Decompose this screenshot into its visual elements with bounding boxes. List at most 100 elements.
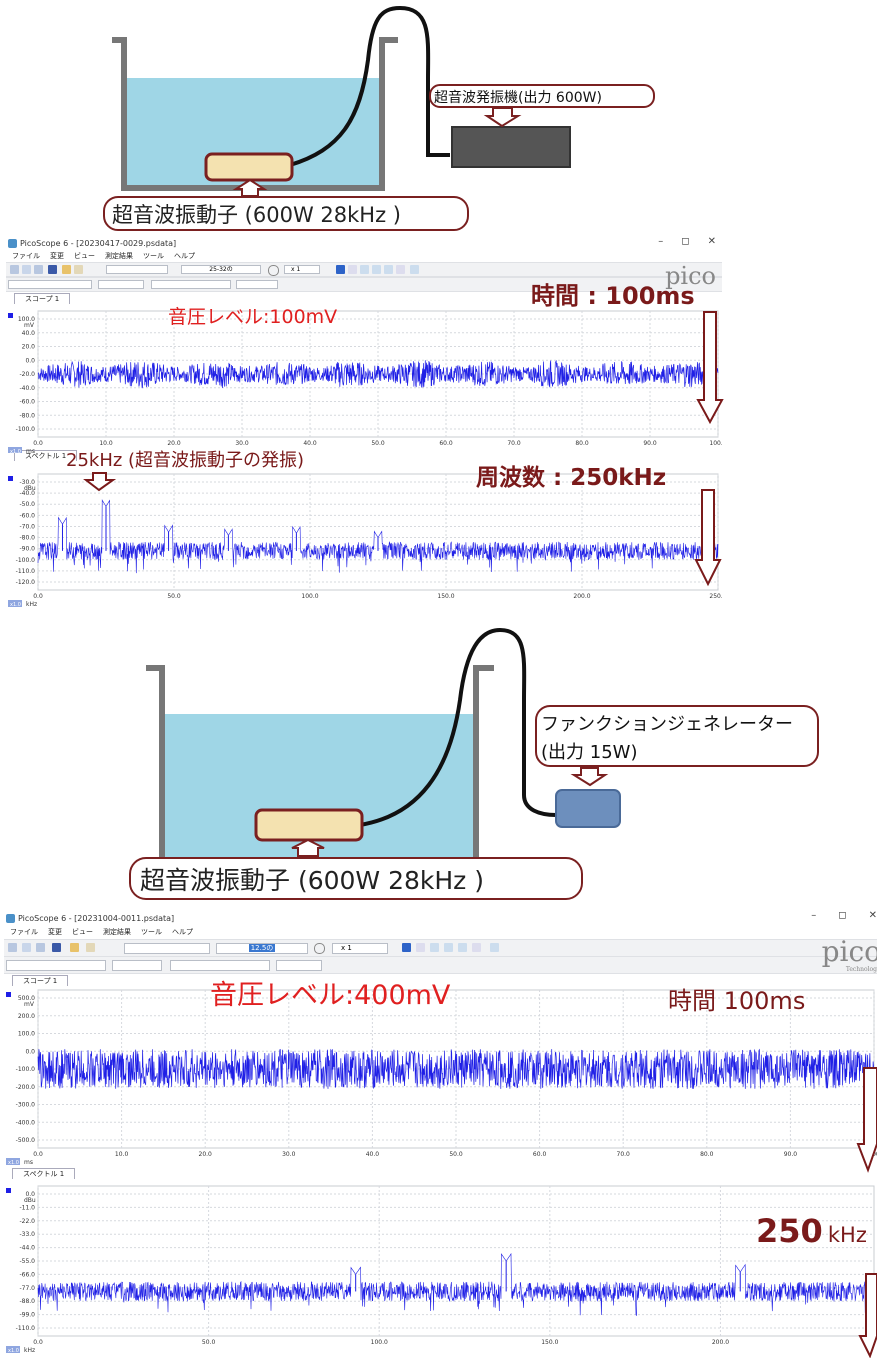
undo-zoom-icon[interactable]	[396, 265, 405, 274]
zoom-field[interactable]: x 1	[284, 265, 320, 274]
scope-1-xtick-label: 10.0	[99, 440, 113, 447]
scope-2-unit-label: mV	[24, 1001, 35, 1008]
scope-2-ytick-label: -300.0	[16, 1102, 36, 1109]
channel-a-coupling[interactable]	[98, 280, 144, 289]
zoom-out-icon-2[interactable]	[444, 943, 453, 952]
minimize-button[interactable]: –	[658, 236, 664, 247]
spectrum-active-icon-2[interactable]	[52, 943, 61, 952]
scope-1-xtick-label: 80.0	[575, 440, 589, 447]
scope-1-xtick-label: 30.0	[235, 440, 249, 447]
spectrum-mode-icon-2[interactable]	[36, 943, 45, 952]
spectrum-2-scale-badge-label: x1.0	[8, 1348, 19, 1354]
pointer-tool-icon[interactable]	[336, 265, 345, 274]
toolbar-2-2	[4, 956, 877, 974]
scope-mode-icon[interactable]	[10, 265, 19, 274]
menu-tools-2[interactable]: ツール	[141, 928, 162, 936]
zoom-in-icon[interactable]	[360, 265, 369, 274]
menu-help-2[interactable]: ヘルプ	[172, 928, 193, 936]
timebase-select-2[interactable]	[124, 943, 210, 954]
pico-logo-sub-2: Technolog	[845, 966, 877, 973]
timebase-value: 25-32の	[209, 266, 233, 273]
persistence-mode-icon-2[interactable]	[22, 943, 31, 952]
toolbar-2	[6, 277, 722, 292]
spectrum-2-ytick-label: -22.0	[19, 1218, 35, 1225]
close-button[interactable]: ✕	[707, 236, 716, 247]
zoom-overview-icon-2[interactable]	[490, 943, 499, 952]
channel-a-coupling-2[interactable]	[112, 960, 162, 971]
spectrum-2-ytick-label: 0.0	[25, 1191, 35, 1198]
spectrum-active-icon[interactable]	[48, 265, 57, 274]
tab-scope-1[interactable]: スコープ 1	[14, 293, 71, 304]
menu-measurements[interactable]: 測定結果	[105, 251, 133, 260]
menu-view-2[interactable]: ビュー	[72, 928, 93, 936]
menu-edit-2[interactable]: 変更	[48, 928, 62, 936]
menu-measurements-2[interactable]: 測定結果	[103, 928, 131, 936]
tab-spectrum-1[interactable]: スペクトル 1	[14, 450, 78, 461]
spectrum-2-channel-marker	[6, 1188, 11, 1193]
channel-b-coupling-2[interactable]	[276, 960, 322, 971]
menu-tools[interactable]: ツール	[143, 251, 164, 260]
freq-annotation-value-2: 250	[756, 1212, 823, 1250]
samples-field[interactable]: 25-32の	[181, 265, 261, 274]
toolbar-1: 25-32の x 1	[6, 262, 722, 277]
signal-generator-icon[interactable]	[74, 265, 83, 274]
persistence-mode-icon[interactable]	[22, 265, 31, 274]
menu-help[interactable]: ヘルプ	[174, 251, 195, 260]
scope-2-xtick-label: 50.0	[449, 1151, 463, 1158]
peak-arrow-1	[83, 472, 117, 492]
channel-b-range[interactable]	[151, 280, 231, 289]
stop-icon[interactable]	[268, 265, 279, 276]
transducer-label-box-1	[103, 196, 469, 231]
probe-icon[interactable]	[62, 265, 71, 274]
zoom-field-2[interactable]: x 1	[332, 943, 388, 954]
hand-tool-icon[interactable]	[348, 265, 357, 274]
scope-2-xtick-label: 70.0	[617, 1151, 631, 1158]
menu-file[interactable]: ファイル	[12, 251, 40, 260]
close-button-2[interactable]: ✕	[868, 910, 877, 921]
zoom-value: x 1	[291, 266, 301, 273]
scope-1-xtick-label: 50.0	[371, 440, 385, 447]
timebase-select[interactable]	[106, 265, 168, 274]
scope-2-xtick-label: 30.0	[282, 1151, 296, 1158]
zoom-fit-icon-2[interactable]	[458, 943, 467, 952]
minimize-button-2[interactable]: –	[811, 910, 817, 921]
pointer-tool-icon-2[interactable]	[402, 943, 411, 952]
scope-2-ytick-label: -400.0	[16, 1119, 36, 1126]
channel-a-range-2[interactable]	[6, 960, 106, 971]
channel-b-range-2[interactable]	[170, 960, 270, 971]
menu-edit[interactable]: 変更	[50, 251, 64, 260]
channel-a-range[interactable]	[8, 280, 92, 289]
zoom-fit-icon[interactable]	[384, 265, 393, 274]
maximize-button[interactable]: ◻	[681, 236, 690, 247]
zoom-out-icon[interactable]	[372, 265, 381, 274]
zoom-in-icon-2[interactable]	[430, 943, 439, 952]
spectrum-mode-icon[interactable]	[34, 265, 43, 274]
scope-1-ytick-label: -20.0	[19, 371, 35, 378]
stop-icon-2[interactable]	[314, 943, 325, 954]
tab-spectrum-2[interactable]: スペクトル 1	[12, 1168, 76, 1179]
maximize-button-2[interactable]: ◻	[838, 910, 847, 921]
freq-annotation-unit-2: kHz	[827, 1223, 867, 1247]
probe-icon-2[interactable]	[70, 943, 79, 952]
tab-scope-2[interactable]: スコープ 1	[12, 975, 69, 986]
zoom-overview-icon[interactable]	[410, 265, 419, 274]
scope-1-xtick-label: 20.0	[167, 440, 181, 447]
signal-generator-icon-2[interactable]	[86, 943, 95, 952]
menu-file-2[interactable]: ファイル	[10, 928, 38, 936]
scope-1-xtick-label: 90.0	[643, 440, 657, 447]
scope-1-ytick-label: -100.0	[16, 426, 36, 433]
window-title: PicoScope 6 - [20230417-0029.psdata]	[20, 238, 177, 248]
channel-b-coupling[interactable]	[236, 280, 278, 289]
scope-2-xtick-label: 10.0	[115, 1151, 129, 1158]
freq-annotation-2: 250 kHz	[756, 1212, 867, 1250]
scope-1-trace	[37, 359, 719, 389]
samples-field-2[interactable]: 12.5の	[216, 943, 308, 954]
scope-mode-icon-2[interactable]	[8, 943, 17, 952]
hand-tool-icon-2[interactable]	[416, 943, 425, 952]
scope-2-scale-badge	[6, 1158, 20, 1165]
transducer-1	[204, 152, 294, 182]
scope-2-ytick-label: -500.0	[16, 1137, 36, 1144]
undo-zoom-icon-2[interactable]	[472, 943, 481, 952]
scope-1-ytick-label: 0.0	[25, 357, 35, 364]
menu-view[interactable]: ビュー	[74, 251, 95, 260]
